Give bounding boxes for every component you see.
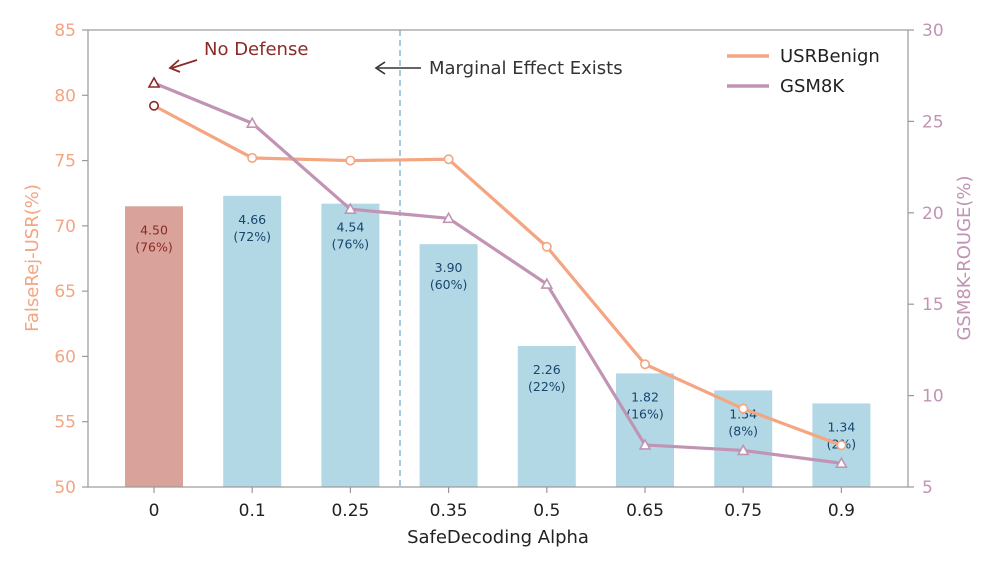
marker-gsm8k-5 bbox=[638, 438, 652, 450]
x-tick-label-3: 0.35 bbox=[430, 501, 468, 521]
right-tick-label-3: 20 bbox=[922, 204, 944, 224]
marker-gsm8k-2 bbox=[344, 202, 357, 214]
markers-layer bbox=[147, 76, 848, 469]
marker-usrbenign-6 bbox=[738, 403, 749, 414]
bar-value-label-0: 4.50 (76%) bbox=[135, 222, 173, 254]
x-tick-label-5: 0.65 bbox=[626, 501, 664, 521]
marker-usrbenign-4 bbox=[541, 241, 552, 252]
bar-5 bbox=[616, 373, 674, 487]
bars-layer bbox=[125, 195, 871, 487]
x-axis: 0 0.1 0.25 0.35 0.5 0.65 0.75 0.9 bbox=[149, 487, 855, 521]
bar-value-label-4: 2.26 (22%) bbox=[528, 362, 566, 394]
right-tick-label-4: 25 bbox=[922, 112, 944, 132]
lines-layer bbox=[153, 81, 842, 465]
x-tick-label-2: 0.25 bbox=[331, 501, 369, 521]
left-tick-label-2: 60 bbox=[54, 347, 76, 367]
legend-gsm8k-label: GSM8K bbox=[780, 76, 845, 97]
left-tick-label-4: 70 bbox=[54, 217, 76, 237]
marker-gsm8k-7 bbox=[835, 456, 848, 469]
x-tick-label-7: 0.9 bbox=[828, 501, 855, 521]
left-tick-label-5: 75 bbox=[54, 152, 76, 172]
marker-gsm8k-3 bbox=[442, 211, 455, 224]
left-tick-label-6: 80 bbox=[54, 86, 76, 106]
marker-usrbenign-7 bbox=[836, 440, 847, 451]
marker-gsm8k-4 bbox=[540, 277, 554, 289]
x-tick-label-0: 0 bbox=[149, 501, 160, 521]
x-axis-label: SafeDecoding Alpha bbox=[407, 527, 589, 548]
marker-gsm8k-0 bbox=[147, 76, 161, 88]
x-tick-label-1: 0.1 bbox=[239, 501, 266, 521]
bar-4 bbox=[517, 345, 576, 487]
bar-0 bbox=[125, 206, 183, 487]
left-tick-label-1: 55 bbox=[54, 413, 76, 433]
right-tick-label-1: 10 bbox=[922, 387, 944, 407]
marker-usrbenign-5 bbox=[639, 359, 650, 370]
marginal-effect-annotation: Marginal Effect Exists bbox=[429, 58, 623, 79]
bar-1 bbox=[223, 195, 282, 487]
legend: USRBenign GSM8K bbox=[727, 46, 880, 97]
right-tick-label-0: 5 bbox=[922, 478, 933, 498]
bar-value-label-3: 3.90 (60%) bbox=[430, 260, 468, 292]
plot-frame bbox=[87, 29, 909, 488]
left-tick-label-7: 85 bbox=[54, 21, 76, 41]
no-defense-annotation: No Defense bbox=[204, 39, 308, 60]
legend-usrbenign-label: USRBenign bbox=[780, 46, 880, 67]
bar-value-label-1: 4.66 (72%) bbox=[233, 212, 271, 244]
right-tick-label-5: 30 bbox=[922, 21, 944, 41]
marker-gsm8k-1 bbox=[245, 116, 259, 129]
bar-value-label-5: 1.82 (16%) bbox=[626, 389, 664, 421]
left-y-axis: 50 55 60 65 70 75 80 85 bbox=[54, 21, 88, 498]
x-tick-label-6: 0.75 bbox=[724, 501, 762, 521]
right-y-axis: 5 10 15 20 25 30 bbox=[908, 21, 944, 498]
right-y-axis-label: GSM8K-ROUGE(%) bbox=[954, 175, 975, 340]
no-defense-arrow bbox=[171, 59, 198, 69]
x-tick-label-4: 0.5 bbox=[533, 501, 560, 521]
left-tick-label-3: 65 bbox=[54, 282, 76, 302]
right-tick-label-2: 15 bbox=[922, 295, 944, 315]
marginal-effect-arrow-head bbox=[374, 61, 386, 75]
bar-2 bbox=[321, 203, 380, 487]
no-defense-arrow-head bbox=[168, 59, 181, 73]
bar-3 bbox=[419, 244, 478, 487]
marker-gsm8k-6 bbox=[736, 443, 750, 456]
marker-usrbenign-2 bbox=[345, 155, 356, 166]
line-gsm8k bbox=[153, 81, 842, 465]
bar-value-label-2: 4.54 (76%) bbox=[332, 220, 370, 252]
left-y-axis-label: FalseRej-USR(%) bbox=[22, 184, 43, 332]
marker-usrbenign-1 bbox=[247, 152, 258, 163]
marker-usrbenign-0 bbox=[149, 100, 160, 111]
line-usrbenign bbox=[153, 104, 842, 447]
left-tick-label-0: 50 bbox=[54, 478, 76, 498]
marker-usrbenign-3 bbox=[443, 154, 454, 165]
